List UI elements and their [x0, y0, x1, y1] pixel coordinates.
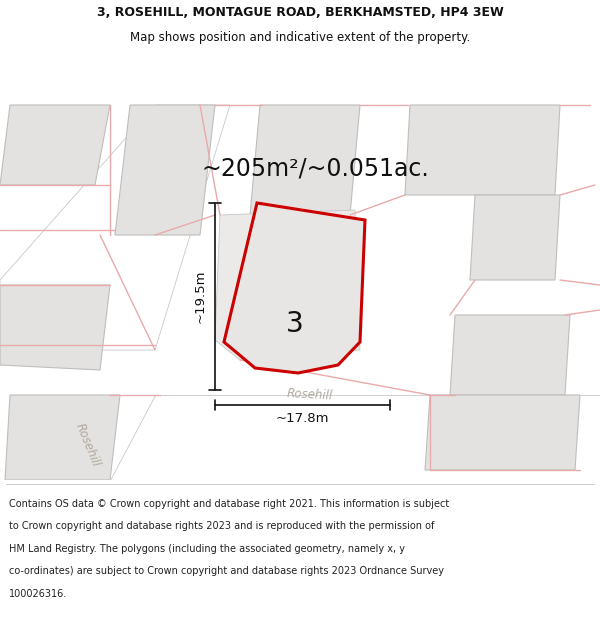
Text: to Crown copyright and database rights 2023 and is reproduced with the permissio: to Crown copyright and database rights 2…: [9, 521, 434, 531]
Polygon shape: [0, 105, 230, 350]
Text: HM Land Registry. The polygons (including the associated geometry, namely x, y: HM Land Registry. The polygons (includin…: [9, 544, 405, 554]
Polygon shape: [115, 105, 215, 235]
Text: Contains OS data © Crown copyright and database right 2021. This information is : Contains OS data © Crown copyright and d…: [9, 499, 449, 509]
Polygon shape: [450, 315, 570, 395]
Text: 3, ROSEHILL, MONTAGUE ROAD, BERKHAMSTED, HP4 3EW: 3, ROSEHILL, MONTAGUE ROAD, BERKHAMSTED,…: [97, 6, 503, 19]
Polygon shape: [425, 395, 580, 470]
Polygon shape: [470, 195, 560, 280]
Polygon shape: [0, 285, 110, 370]
Text: Rosehill: Rosehill: [287, 388, 334, 402]
Polygon shape: [405, 105, 560, 195]
Text: ~19.5m: ~19.5m: [194, 270, 207, 323]
Polygon shape: [250, 105, 360, 215]
Polygon shape: [110, 395, 600, 480]
Text: ~17.8m: ~17.8m: [276, 412, 329, 426]
Text: ~205m²/~0.051ac.: ~205m²/~0.051ac.: [201, 156, 429, 180]
Polygon shape: [5, 395, 120, 480]
Polygon shape: [215, 210, 360, 360]
Text: co-ordinates) are subject to Crown copyright and database rights 2023 Ordnance S: co-ordinates) are subject to Crown copyr…: [9, 566, 444, 576]
Text: Rosehill: Rosehill: [73, 421, 103, 469]
Text: 3: 3: [286, 310, 304, 338]
Polygon shape: [224, 203, 365, 373]
Polygon shape: [0, 105, 110, 185]
Text: Map shows position and indicative extent of the property.: Map shows position and indicative extent…: [130, 31, 470, 44]
Text: 100026316.: 100026316.: [9, 589, 67, 599]
